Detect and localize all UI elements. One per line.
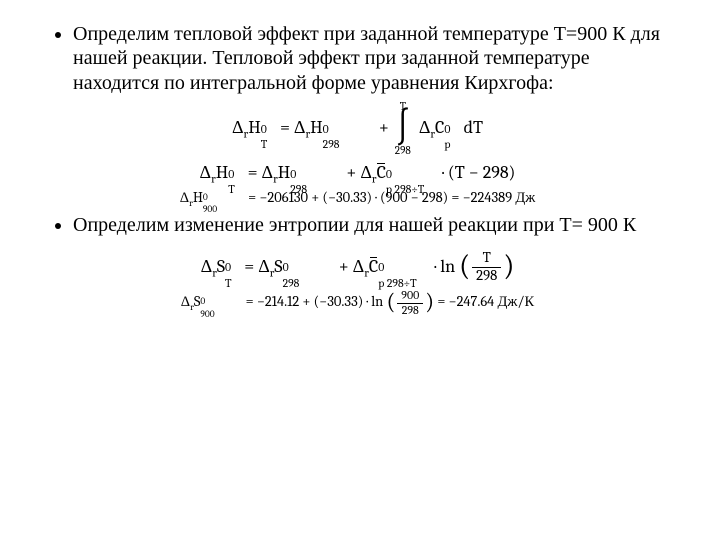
text: 298	[323, 137, 340, 151]
text: Δ	[200, 162, 212, 183]
equation-1-content: ΔrH0T = ΔrH0298 + T ∫ 298 ΔrC0p dT	[232, 117, 483, 138]
text: · (T − 298)	[442, 162, 515, 183]
text: 298	[283, 276, 300, 290]
text: C	[377, 162, 386, 183]
text: · ln	[434, 256, 455, 277]
text: 0	[225, 260, 231, 274]
text: T	[261, 137, 268, 151]
bullet-list-2: Определим изменение энтропии для нашей р…	[45, 213, 670, 237]
text: 0	[290, 167, 296, 181]
bullet-text-2: Определим изменение энтропии для нашей р…	[73, 214, 636, 236]
text: = −247.64 Дж/К	[437, 293, 534, 310]
text: 298	[472, 268, 501, 284]
fraction: T298	[472, 251, 501, 284]
text: =	[248, 162, 262, 183]
text: 900	[200, 310, 214, 320]
bullet-item-2: Определим изменение энтропии для нашей р…	[73, 213, 670, 237]
bullet-list: Определим тепловой эффект при заданной т…	[45, 22, 670, 95]
equation-2-content: ΔrH0T = ΔrH0298 + ΔrC0p 298÷T · (T − 298…	[200, 162, 516, 183]
text: H	[193, 189, 203, 206]
text: Δ	[180, 189, 189, 206]
text: 0	[444, 122, 450, 136]
text: Δ	[201, 256, 213, 277]
text: p 298÷T	[386, 182, 424, 196]
text: dT	[464, 117, 483, 138]
text: Δ	[294, 117, 306, 138]
text: S	[194, 293, 201, 310]
bullet-item-1: Определим тепловой эффект при заданной т…	[73, 22, 670, 95]
text: Δ	[419, 117, 431, 138]
text: 0	[203, 193, 208, 203]
text: Δ	[181, 293, 190, 310]
text: T	[225, 276, 232, 290]
equation-3: ΔrH0900 = −206130 + (−30.33) · (900 − 29…	[45, 189, 670, 207]
text: 298	[290, 182, 307, 196]
text: p	[444, 137, 450, 151]
text: +	[379, 117, 393, 138]
text: Δ	[360, 162, 372, 183]
text: H	[216, 162, 229, 183]
text: 0	[200, 297, 205, 307]
text: H	[248, 117, 261, 138]
text: Δ	[232, 117, 244, 138]
equation-5-content: ΔrS0900 = −214.12 + (−30.33) · ln (90029…	[181, 293, 534, 310]
text: = −214.12 + (−30.33) · ln	[246, 293, 384, 310]
text: 0	[261, 122, 267, 136]
text: 0	[378, 260, 384, 274]
text: S	[217, 256, 225, 277]
equation-2: ΔrH0T = ΔrH0298 + ΔrC0p 298÷T · (T − 298…	[45, 162, 670, 183]
text: S	[274, 256, 282, 277]
equation-4: ΔrS0T = ΔrS0298 + ΔrC0p 298÷T · ln (T298…	[45, 251, 670, 284]
equation-5: ΔrS0900 = −214.12 + (−30.33) · ln (90029…	[45, 290, 670, 317]
text: 0	[323, 122, 329, 136]
text: 0	[228, 167, 234, 181]
text: Δ	[262, 162, 274, 183]
text: 298	[397, 304, 423, 317]
text: 0	[386, 167, 392, 181]
equation-1: ΔrH0T = ΔrH0298 + T ∫ 298 ΔrC0p dT	[45, 101, 670, 156]
text: T	[228, 182, 235, 196]
fraction: 900298	[397, 290, 423, 317]
integral-sign-icon: ∫	[396, 113, 410, 143]
text: H	[310, 117, 323, 138]
integral: T ∫ 298	[393, 101, 415, 156]
text: p 298÷T	[378, 276, 416, 290]
slide: Определим тепловой эффект при заданной т…	[0, 0, 720, 540]
text: +	[346, 162, 360, 183]
text: C	[369, 256, 378, 277]
text: 900	[203, 205, 217, 215]
text: +	[339, 256, 353, 277]
text: C	[435, 117, 444, 138]
text: H	[278, 162, 291, 183]
equation-4-content: ΔrS0T = ΔrS0298 + ΔrC0p 298÷T · ln (T298…	[201, 256, 515, 277]
text: T	[472, 251, 501, 268]
text: 0	[283, 260, 289, 274]
text: Δ	[353, 256, 365, 277]
bullet-text-1: Определим тепловой эффект при заданной т…	[73, 23, 660, 94]
text: =	[280, 117, 294, 138]
text: =	[244, 256, 258, 277]
text: Δ	[258, 256, 270, 277]
text: 900	[397, 290, 423, 304]
